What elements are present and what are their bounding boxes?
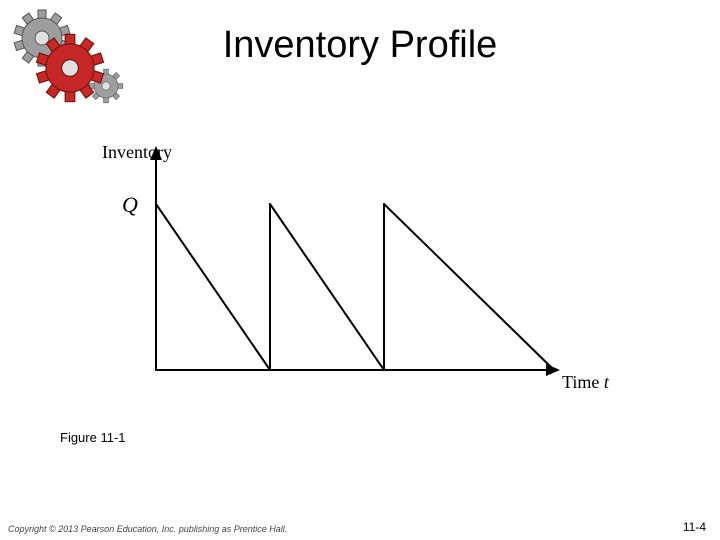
x-axis-label: Time t bbox=[562, 372, 610, 392]
slide-title: Inventory Profile bbox=[0, 24, 720, 67]
y-axis-label: Inventory bbox=[102, 142, 172, 162]
figure-label: Figure 11-1 bbox=[60, 430, 126, 445]
page-number: 11-4 bbox=[683, 520, 706, 534]
copyright-text: Copyright © 2013 Pearson Education, Inc.… bbox=[8, 524, 287, 534]
chart-svg: Inventory Q Time t bbox=[60, 140, 620, 410]
inventory-chart: Inventory Q Time t bbox=[60, 140, 620, 410]
q-label: Q bbox=[122, 192, 138, 217]
